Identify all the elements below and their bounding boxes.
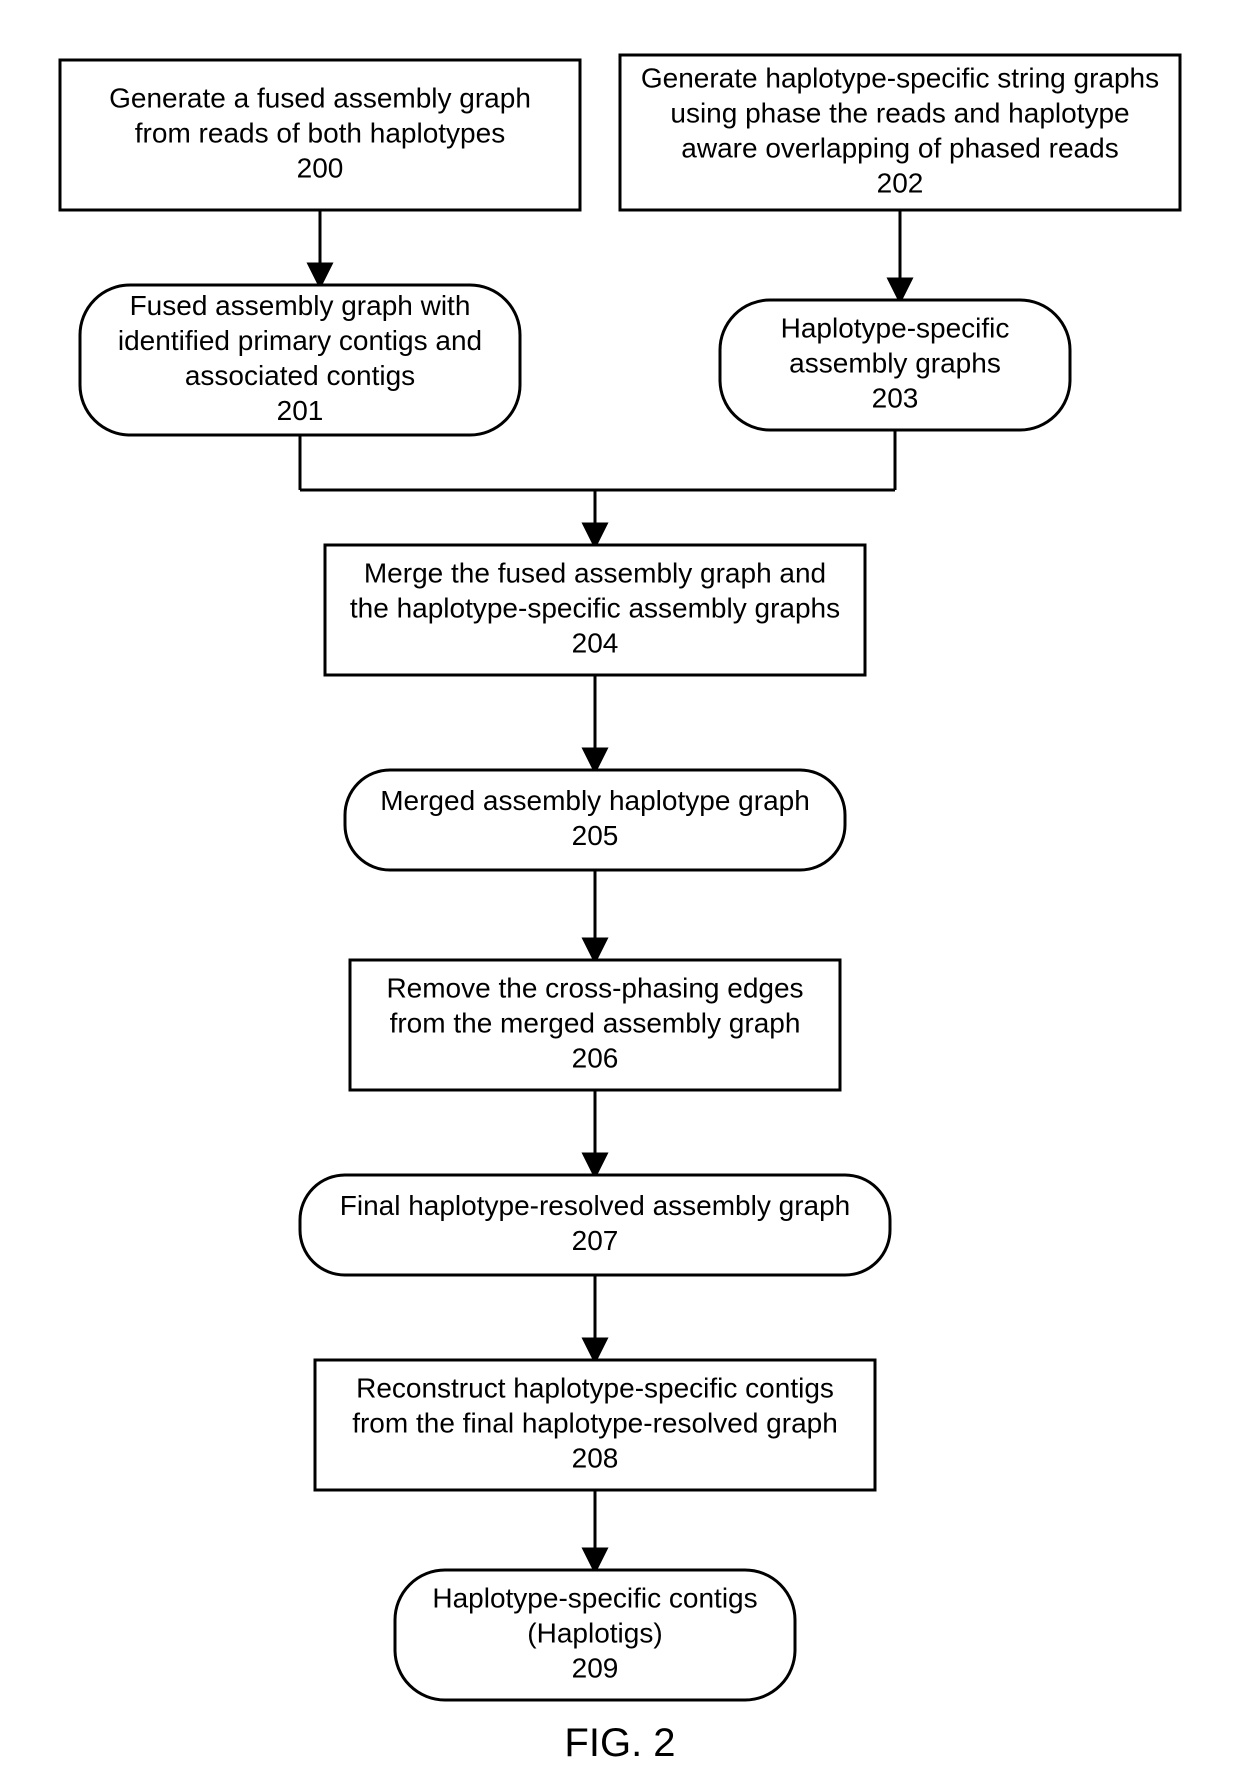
node-text: Remove the cross-phasing edges bbox=[386, 972, 803, 1003]
flow-node-n203: Haplotype-specific assembly graphs 203 bbox=[720, 300, 1070, 430]
node-text: 204 bbox=[572, 627, 619, 658]
flow-node-n205: Merged assembly haplotype graph 205 bbox=[345, 770, 845, 870]
node-text: Generate a fused assembly graph bbox=[109, 82, 531, 113]
node-text: Merge the fused assembly graph and bbox=[364, 557, 826, 588]
flow-node-n209: Haplotype-specific contigs (Haplotigs) 209 bbox=[395, 1570, 795, 1700]
node-text: Haplotype-specific contigs bbox=[432, 1582, 757, 1613]
node-text: Generate haplotype-specific string graph… bbox=[641, 62, 1159, 93]
node-text: associated contigs bbox=[185, 360, 415, 391]
flow-node-n208: Reconstruct haplotype-specific contigs fr… bbox=[315, 1360, 875, 1490]
node-text: Merged assembly haplotype graph bbox=[380, 785, 810, 816]
flow-node-n201: Fused assembly graph with identified prim… bbox=[80, 285, 520, 435]
flow-node-n200: Generate a fused assembly graph from read… bbox=[60, 60, 580, 210]
node-text: Haplotype-specific bbox=[781, 312, 1010, 343]
node-text: 200 bbox=[297, 152, 344, 183]
flow-node-n202: Generate haplotype-specific string graph… bbox=[620, 55, 1180, 210]
node-text: 205 bbox=[572, 820, 619, 851]
node-text: 207 bbox=[572, 1225, 619, 1256]
node-text: using phase the reads and haplotype bbox=[670, 97, 1129, 128]
figure-label: FIG. 2 bbox=[564, 1721, 675, 1765]
node-text: 206 bbox=[572, 1042, 619, 1073]
node-text: 208 bbox=[572, 1442, 619, 1473]
node-text: identified primary contigs and bbox=[118, 325, 482, 356]
node-text: from the final haplotype-resolved graph bbox=[352, 1407, 838, 1438]
flow-node-n204: Merge the fused assembly graph and the ha… bbox=[325, 545, 865, 675]
node-text: 202 bbox=[877, 167, 924, 198]
node-text: (Haplotigs) bbox=[527, 1617, 662, 1648]
node-text: the haplotype-specific assembly graphs bbox=[350, 592, 840, 623]
node-text: 209 bbox=[572, 1652, 619, 1683]
node-text: from the merged assembly graph bbox=[390, 1007, 801, 1038]
node-text: 201 bbox=[277, 395, 324, 426]
node-text: 203 bbox=[872, 382, 919, 413]
node-text: Fused assembly graph with bbox=[130, 290, 471, 321]
node-text: Final haplotype-resolved assembly graph bbox=[340, 1190, 851, 1221]
node-text: from reads of both haplotypes bbox=[135, 117, 505, 148]
node-text: aware overlapping of phased reads bbox=[681, 132, 1118, 163]
flowchart: Generate a fused assembly graph from read… bbox=[0, 0, 1240, 1781]
flow-node-n207: Final haplotype-resolved assembly graph 2… bbox=[300, 1175, 890, 1275]
node-text: assembly graphs bbox=[789, 347, 1001, 378]
flow-node-n206: Remove the cross-phasing edges from the m… bbox=[350, 960, 840, 1090]
node-text: Reconstruct haplotype-specific contigs bbox=[356, 1372, 834, 1403]
